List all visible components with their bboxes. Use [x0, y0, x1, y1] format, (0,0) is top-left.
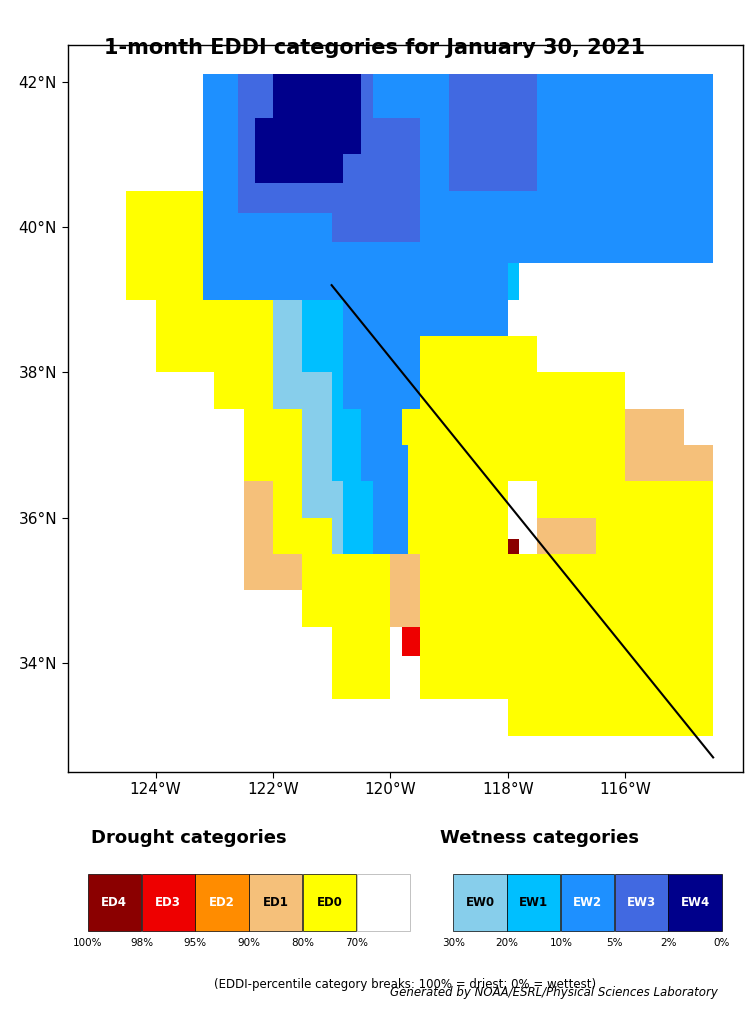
Text: 95%: 95% — [184, 938, 207, 948]
Text: Generated by NOAA/ESRL/Physical Sciences Laboratory: Generated by NOAA/ESRL/Physical Sciences… — [389, 986, 718, 999]
Bar — [508, 75, 713, 263]
Bar — [420, 481, 508, 699]
Text: EW0: EW0 — [466, 896, 494, 909]
Bar — [238, 75, 373, 213]
Bar — [302, 481, 361, 627]
Text: 98%: 98% — [130, 938, 153, 948]
Text: 80%: 80% — [291, 938, 314, 948]
Bar — [142, 875, 195, 931]
Text: 2%: 2% — [660, 938, 676, 948]
Bar — [508, 554, 596, 736]
Text: ED2: ED2 — [209, 896, 235, 909]
Bar — [655, 474, 684, 518]
Bar — [249, 875, 302, 931]
Bar — [302, 336, 390, 627]
Bar — [672, 459, 701, 503]
Bar — [496, 540, 520, 568]
Bar — [537, 518, 655, 699]
Bar — [454, 875, 507, 931]
Bar — [537, 372, 625, 518]
Text: 0%: 0% — [713, 938, 730, 948]
Bar — [478, 336, 537, 481]
Text: ED4: ED4 — [101, 896, 128, 909]
Text: ED0: ED0 — [316, 896, 343, 909]
Text: 100%: 100% — [73, 938, 103, 948]
Bar — [373, 445, 408, 554]
Bar — [478, 191, 520, 300]
Text: 20%: 20% — [496, 938, 519, 948]
Bar — [332, 118, 420, 241]
Text: EW1: EW1 — [519, 896, 548, 909]
Bar — [672, 445, 713, 518]
Bar — [302, 263, 344, 372]
Bar — [625, 409, 684, 699]
Bar — [566, 554, 625, 699]
Bar — [344, 445, 373, 554]
Bar — [420, 75, 508, 336]
Bar — [244, 263, 332, 590]
Bar — [332, 481, 361, 554]
Bar — [449, 75, 537, 191]
Bar — [596, 481, 713, 736]
Bar — [615, 875, 668, 931]
Text: EW4: EW4 — [680, 896, 710, 909]
Bar — [273, 409, 332, 554]
Text: 70%: 70% — [345, 938, 368, 948]
Text: 90%: 90% — [238, 938, 260, 948]
Bar — [402, 627, 437, 656]
Bar — [668, 875, 722, 931]
Bar — [356, 875, 410, 931]
Text: 1-month EDDI categories for January 30, 2021: 1-month EDDI categories for January 30, … — [104, 38, 646, 59]
Bar — [596, 481, 684, 663]
Bar — [88, 875, 141, 931]
Bar — [195, 875, 248, 931]
Bar — [361, 409, 449, 627]
Bar — [344, 263, 420, 409]
Bar — [361, 372, 402, 481]
Bar — [273, 75, 361, 154]
Bar — [303, 875, 356, 931]
Bar — [402, 336, 478, 554]
Bar — [126, 191, 214, 300]
Bar — [507, 875, 560, 931]
Text: EW3: EW3 — [627, 896, 656, 909]
Text: 10%: 10% — [550, 938, 572, 948]
Bar — [420, 336, 478, 554]
Text: ED1: ED1 — [262, 896, 289, 909]
Bar — [155, 227, 244, 372]
Bar — [255, 118, 344, 184]
Bar — [637, 459, 684, 532]
Bar — [655, 445, 713, 627]
Bar — [411, 631, 428, 649]
Bar — [273, 263, 302, 409]
Text: Drought categories: Drought categories — [92, 829, 286, 848]
Bar — [302, 336, 332, 518]
Bar — [332, 372, 361, 481]
Bar — [214, 263, 273, 409]
Text: 5%: 5% — [607, 938, 623, 948]
Bar — [244, 336, 302, 481]
Text: 30%: 30% — [442, 938, 465, 948]
Bar — [332, 554, 390, 699]
Bar — [202, 75, 449, 300]
Text: Wetness categories: Wetness categories — [440, 829, 640, 848]
Text: ED3: ED3 — [155, 896, 181, 909]
Bar — [561, 875, 614, 931]
Bar — [655, 445, 695, 590]
Text: (EDDI-percentile category breaks: 100% = driest; 0% = wettest): (EDDI-percentile category breaks: 100% =… — [214, 978, 596, 991]
Text: EW2: EW2 — [573, 896, 602, 909]
